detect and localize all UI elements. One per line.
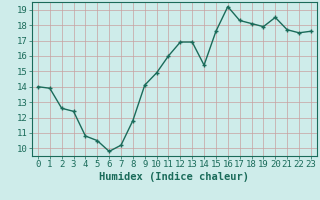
X-axis label: Humidex (Indice chaleur): Humidex (Indice chaleur) [100,172,249,182]
